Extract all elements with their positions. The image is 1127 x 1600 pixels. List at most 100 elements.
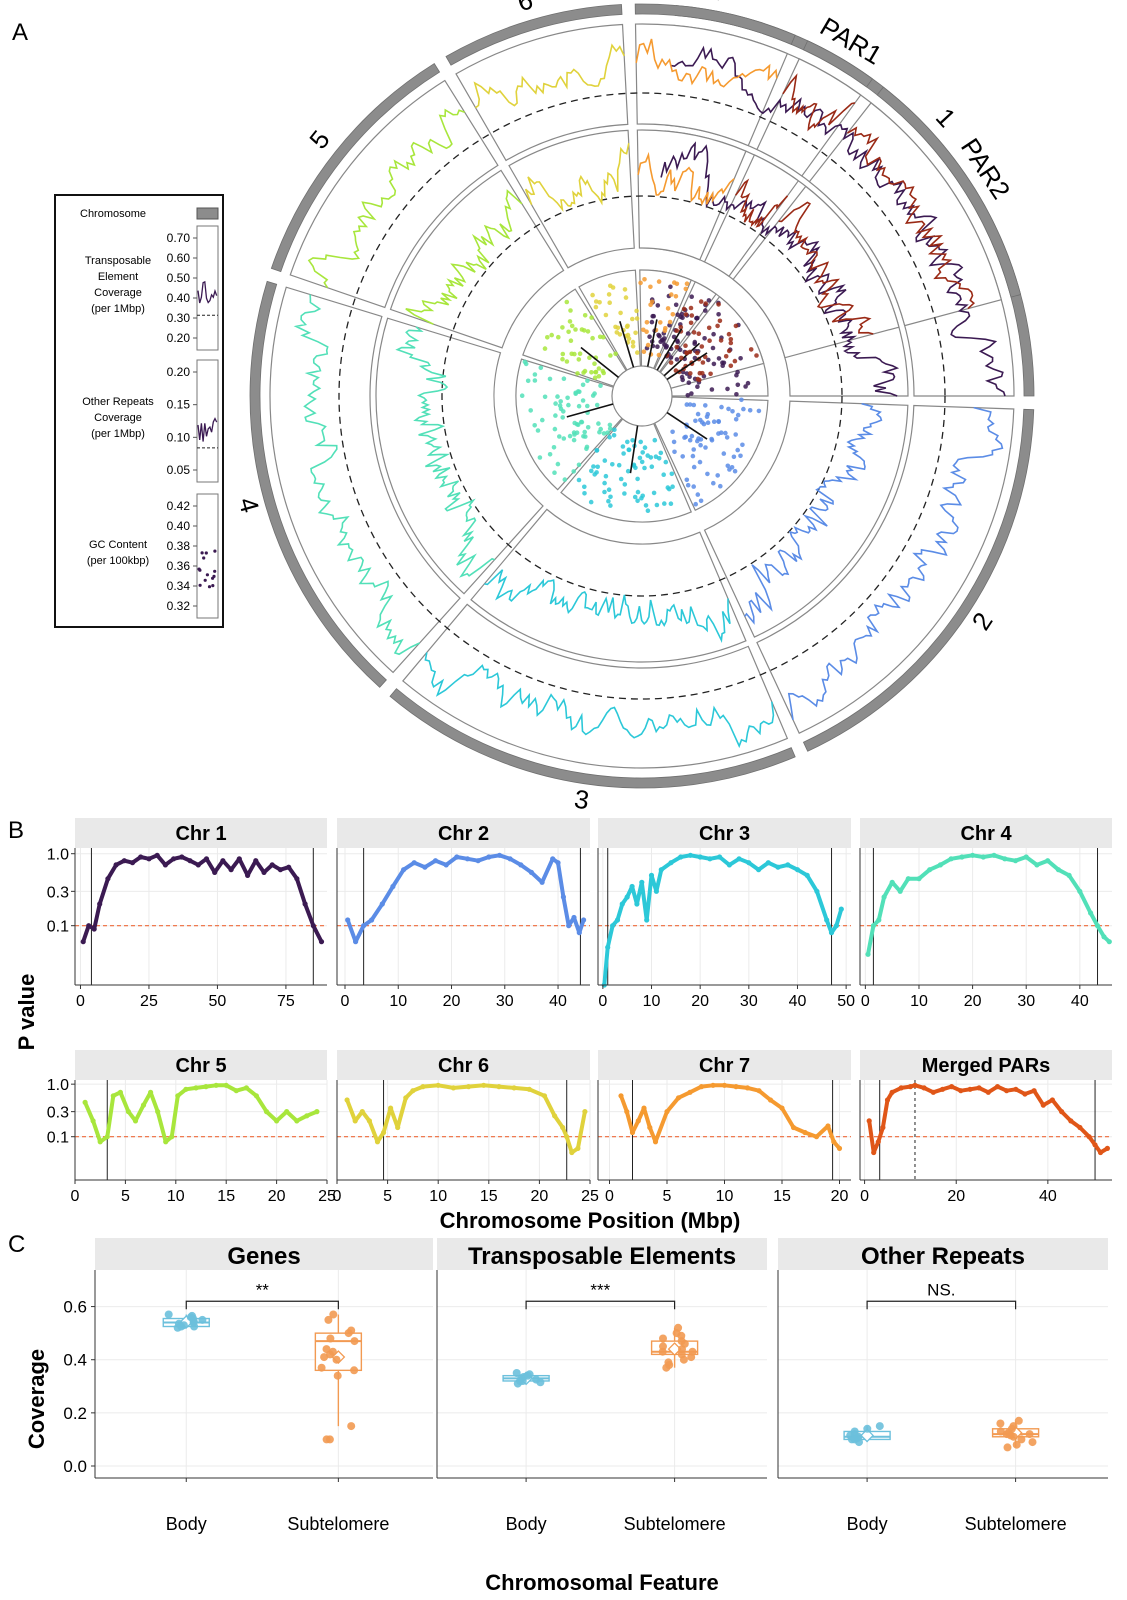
gc-point <box>739 397 744 403</box>
pvalue-point <box>90 1118 96 1124</box>
pvalue-point <box>401 867 407 873</box>
facet-title: Chr 5 <box>175 1055 226 1077</box>
gc-point <box>523 361 529 367</box>
centromere-marker <box>566 403 614 418</box>
pvalue-point <box>785 862 791 868</box>
gc-point <box>558 399 563 404</box>
facet-title: Chr 2 <box>438 823 489 845</box>
pvalue-point <box>648 872 655 879</box>
facet-plot-area <box>860 1080 1112 1180</box>
pvalue-point <box>1104 1145 1110 1151</box>
gc-point <box>728 363 734 369</box>
facet-strip <box>860 818 1112 848</box>
gc-point <box>560 415 565 420</box>
gc-point <box>674 328 679 334</box>
y-tick-label: 0.0 <box>63 1457 87 1476</box>
pvalue-point <box>507 856 513 862</box>
gc-point <box>653 454 659 460</box>
pvalue-point <box>1077 888 1083 894</box>
gc-point <box>556 334 561 340</box>
x-tick-label: 30 <box>1017 993 1035 1010</box>
coverage-facets: Genes ** Body Subtelomere 0.0 0.2 0.4 0.6 Transp… <box>63 1238 1108 1534</box>
track-sector <box>808 102 1003 327</box>
gc-point <box>685 482 691 488</box>
pvalue-point <box>1045 858 1051 864</box>
gc-point <box>545 335 550 340</box>
pvalue-point <box>550 856 556 862</box>
pvalue-point <box>213 1082 219 1088</box>
gc-point <box>695 376 701 382</box>
pvalue-point <box>294 1118 300 1124</box>
data-point <box>347 1326 356 1335</box>
gc-point <box>675 312 680 318</box>
gc-point <box>581 434 586 439</box>
x-tick-label: 20 <box>691 993 709 1010</box>
pvalue-point <box>203 1084 209 1090</box>
gc-point <box>567 433 573 439</box>
panel-b-label: B <box>8 817 24 844</box>
pvalue-point <box>284 1109 290 1115</box>
pvalue-line <box>83 1083 319 1144</box>
x-tick-label: 10 <box>429 1188 447 1205</box>
gc-point <box>642 465 647 471</box>
gc-point <box>711 419 717 425</box>
pvalue-point <box>1040 1102 1046 1108</box>
x-tick-label: 10 <box>910 993 928 1010</box>
gc-point <box>662 501 667 506</box>
chromosome-label: 2 <box>966 607 999 636</box>
x-tick-label: 15 <box>480 1188 498 1205</box>
gc-point <box>552 470 557 476</box>
gc-point <box>689 433 695 439</box>
gc-point <box>669 292 674 297</box>
pvalue-point <box>91 926 97 932</box>
pvalue-point <box>420 1084 426 1090</box>
chromosome-ideogram <box>270 63 441 273</box>
x-tick-label: Body <box>506 1514 547 1534</box>
gc-point <box>707 338 712 344</box>
pvalue-point <box>930 1089 936 1095</box>
pvalue-point <box>203 856 210 862</box>
gc-point <box>608 503 613 508</box>
data-point <box>1002 1430 1011 1439</box>
legend-tick-label: 0.30 <box>167 311 191 325</box>
gc-point <box>566 402 571 408</box>
gc-point <box>635 489 641 495</box>
data-point <box>1028 1438 1037 1447</box>
legend-track-box <box>196 225 219 351</box>
gc-point <box>632 494 638 500</box>
pvalue-point <box>223 1082 229 1088</box>
gc-point <box>651 490 657 496</box>
pvalue-point <box>779 1105 785 1111</box>
gc-point <box>730 409 735 414</box>
gc-point <box>652 437 658 443</box>
pvalue-point <box>277 867 283 873</box>
x-tick-label: 30 <box>496 993 514 1010</box>
data-point <box>875 1422 884 1431</box>
legend-track-label: (per 100kbp) <box>87 555 149 567</box>
pvalue-point <box>726 862 733 868</box>
gc-point <box>667 319 673 325</box>
pvalue-point <box>838 906 844 912</box>
legend-tick-label: 0.10 <box>167 430 191 444</box>
chromosome-ideogram <box>802 408 1035 752</box>
pvalue-point <box>824 917 830 923</box>
reference-circle <box>338 92 946 700</box>
y-tick-label: 1.0 <box>47 847 69 864</box>
x-tick-label: 50 <box>837 993 855 1010</box>
pvalue-point <box>379 901 385 907</box>
pvalue-point <box>619 901 625 907</box>
gc-point <box>542 394 548 400</box>
gc-point <box>703 403 708 408</box>
x-tick-label: 75 <box>277 993 295 1010</box>
pvalue-point <box>155 1109 161 1115</box>
pvalue-point <box>263 1109 270 1115</box>
gc-point <box>732 468 738 474</box>
gc-point <box>680 454 685 459</box>
pvalue-point <box>653 888 660 894</box>
gc-point <box>698 498 704 504</box>
x-tick-label: 0 <box>605 1188 614 1205</box>
gc-point <box>614 330 620 335</box>
pvalue-point <box>1094 923 1101 929</box>
pvalue-point <box>581 917 587 923</box>
legend-tick-label: 0.40 <box>167 519 191 533</box>
